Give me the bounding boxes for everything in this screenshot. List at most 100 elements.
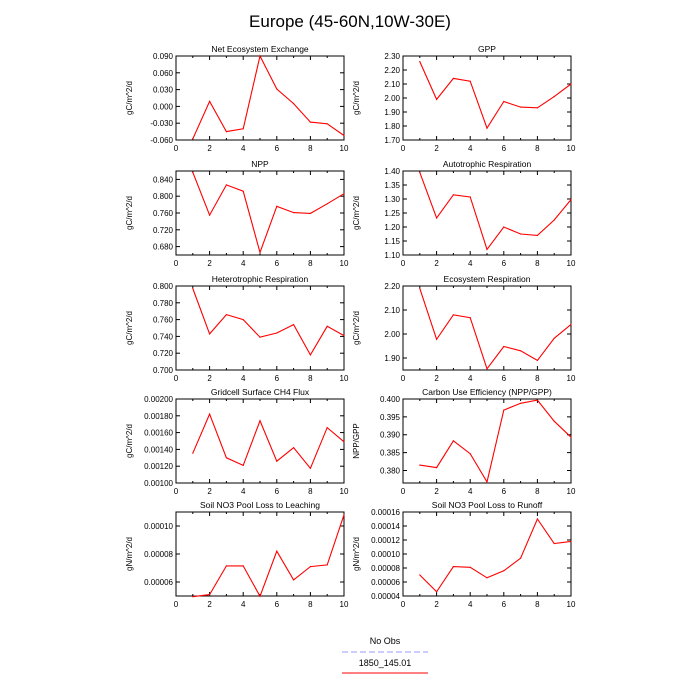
data-point bbox=[309, 566, 311, 568]
y-tick-label: 0.400 bbox=[380, 395, 401, 404]
y-tick-label: 0.00006 bbox=[144, 578, 173, 587]
panel-title: Soil NO3 Pool Loss to Runoff bbox=[432, 500, 543, 510]
y-axis-label: gC/m^2/d bbox=[352, 81, 361, 115]
data-point bbox=[276, 88, 278, 90]
y-tick-label: 0.840 bbox=[153, 175, 174, 184]
data-point bbox=[276, 332, 278, 334]
x-tick-label: 4 bbox=[468, 144, 473, 153]
y-tick-label: 2.30 bbox=[384, 52, 400, 61]
data-point bbox=[326, 123, 328, 125]
y-axis-label: gC/m^2/d bbox=[125, 424, 134, 458]
x-tick-label: 4 bbox=[468, 600, 473, 609]
y-tick-label: 2.20 bbox=[384, 66, 400, 75]
panel-title: Soil NO3 Pool Loss to Leaching bbox=[200, 500, 320, 510]
x-tick-label: 10 bbox=[567, 144, 576, 153]
y-tick-label: 0.00008 bbox=[144, 550, 173, 559]
plot-frame bbox=[402, 285, 572, 371]
data-point bbox=[293, 212, 295, 214]
x-tick-label: 4 bbox=[241, 487, 246, 496]
y-tick-label: 0.00120 bbox=[144, 462, 173, 471]
y-tick-label: 0.380 bbox=[380, 466, 401, 475]
x-tick-label: 6 bbox=[275, 144, 280, 153]
x-tick-label: 2 bbox=[434, 600, 439, 609]
data-point bbox=[520, 350, 522, 352]
panel-title: GPP bbox=[478, 44, 496, 54]
panel-title: Net Ecosystem Exchange bbox=[211, 44, 309, 54]
data-point bbox=[326, 203, 328, 205]
data-point bbox=[192, 287, 194, 290]
data-point bbox=[520, 402, 522, 404]
x-tick-label: 10 bbox=[567, 374, 576, 383]
plot-frame bbox=[402, 398, 572, 484]
data-point bbox=[209, 214, 211, 216]
data-point bbox=[293, 324, 295, 326]
y-axis-label: gC/m^2/d bbox=[125, 311, 134, 345]
data-point bbox=[259, 595, 261, 597]
x-tick-label: 10 bbox=[567, 487, 576, 496]
x-tick-label: 10 bbox=[340, 374, 349, 383]
data-point bbox=[469, 317, 471, 319]
x-tick-label: 0 bbox=[174, 144, 179, 153]
data-point bbox=[536, 234, 539, 236]
data-point bbox=[343, 441, 345, 443]
x-tick-label: 4 bbox=[468, 374, 473, 383]
y-tick-label: -0.060 bbox=[150, 136, 173, 145]
data-point bbox=[452, 566, 454, 568]
data-point bbox=[242, 464, 244, 466]
x-tick-label: 0 bbox=[174, 259, 179, 268]
data-point bbox=[536, 399, 539, 401]
chart-panel-5: Ecosystem Respiration 0 2 4 6 8 10 1.90 2.00 2.10… bbox=[352, 274, 576, 383]
data-point bbox=[469, 80, 471, 82]
y-tick-label: 0.00160 bbox=[144, 429, 173, 438]
x-tick-label: 10 bbox=[567, 259, 576, 268]
y-tick-label: 0.00012 bbox=[371, 536, 400, 545]
x-tick-label: 8 bbox=[308, 600, 313, 609]
data-point bbox=[553, 219, 555, 221]
chart-panel-7: Carbon Use Efficiency (NPP/GPP) 0 2 4 6 8 10 0.… bbox=[352, 387, 576, 496]
y-tick-label: 1.10 bbox=[384, 251, 400, 260]
y-tick-label: 0.395 bbox=[380, 413, 401, 422]
data-point bbox=[503, 226, 505, 228]
data-point bbox=[486, 577, 488, 579]
x-tick-label: 10 bbox=[567, 600, 576, 609]
y-tick-label: 0.090 bbox=[153, 52, 174, 61]
data-point bbox=[343, 335, 345, 337]
data-point bbox=[452, 194, 454, 196]
data-point bbox=[259, 336, 261, 338]
y-tick-label: 1.90 bbox=[384, 354, 400, 363]
y-tick-label: 1.20 bbox=[384, 223, 400, 232]
plot-frame bbox=[175, 170, 345, 256]
y-tick-label: 1.70 bbox=[384, 136, 400, 145]
series-line bbox=[419, 399, 572, 484]
chart-panel-6: Gridcell Surface CH4 Flux 0 2 4 6 8 10 0.00100 0… bbox=[125, 387, 349, 496]
y-axis-label: NPP/GPP bbox=[352, 423, 361, 459]
series-line bbox=[192, 412, 345, 470]
y-tick-label: 0.00010 bbox=[144, 522, 173, 531]
x-tick-label: 4 bbox=[468, 487, 473, 496]
data-point bbox=[469, 566, 471, 568]
panel-title: Heterotrophic Respiration bbox=[212, 274, 309, 284]
data-point bbox=[452, 440, 454, 442]
x-tick-label: 8 bbox=[308, 259, 313, 268]
y-axis-label: gC/m^2/d bbox=[352, 196, 361, 230]
plot-frame bbox=[175, 398, 345, 484]
data-point bbox=[225, 314, 227, 316]
x-tick-label: 6 bbox=[275, 600, 280, 609]
y-tick-label: 1.30 bbox=[384, 195, 400, 204]
data-point bbox=[293, 447, 295, 449]
y-tick-label: 2.10 bbox=[384, 306, 400, 315]
data-point bbox=[242, 190, 244, 192]
plot-frame bbox=[402, 170, 572, 256]
data-point bbox=[242, 128, 244, 130]
x-tick-label: 8 bbox=[535, 600, 540, 609]
panel-title: Carbon Use Efficiency (NPP/GPP) bbox=[422, 387, 552, 397]
data-point bbox=[343, 193, 345, 195]
y-tick-label: 1.40 bbox=[384, 167, 400, 176]
x-tick-label: 2 bbox=[207, 144, 212, 153]
data-point bbox=[343, 514, 345, 516]
plot-frame bbox=[175, 511, 345, 597]
y-tick-label: 0.00200 bbox=[144, 395, 173, 404]
x-tick-label: 6 bbox=[502, 259, 507, 268]
x-tick-label: 6 bbox=[502, 144, 507, 153]
x-tick-label: 0 bbox=[401, 144, 406, 153]
